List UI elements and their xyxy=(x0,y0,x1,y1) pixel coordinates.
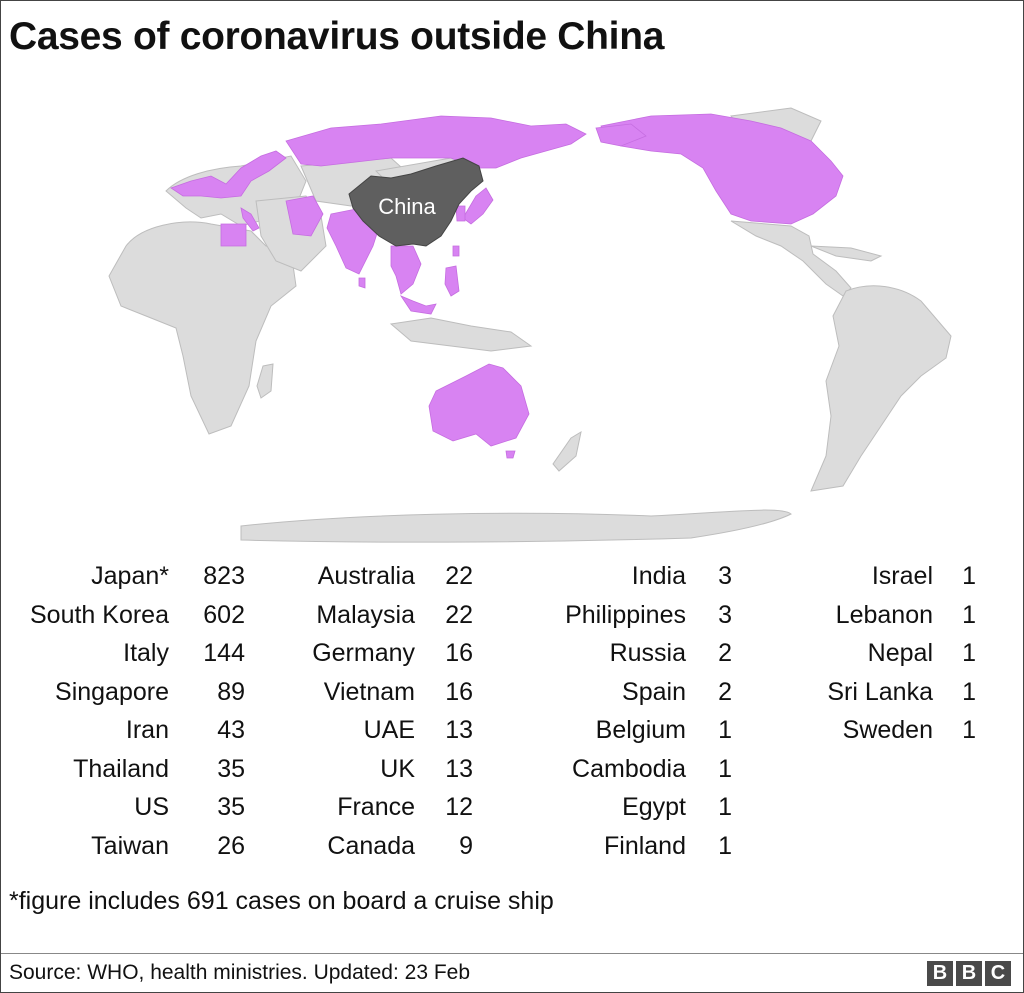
country-name: Japan* xyxy=(91,562,169,590)
caribbean xyxy=(810,245,883,262)
case-count: 2 xyxy=(718,677,732,706)
china-label: China xyxy=(378,194,436,219)
country-name: Italy xyxy=(123,639,169,667)
country-name: Vietnam xyxy=(323,677,415,706)
country-name: Sri Lanka xyxy=(827,677,933,706)
case-count: 43 xyxy=(217,716,245,744)
case-count: 1 xyxy=(718,831,732,860)
country-name: Nepal xyxy=(867,639,933,667)
iran-affected xyxy=(285,195,324,237)
country-name: Philippines xyxy=(565,600,686,629)
country-name: Belgium xyxy=(595,716,686,744)
country-name: Germany xyxy=(312,639,415,667)
case-count: 3 xyxy=(718,562,732,590)
se-asia-affected xyxy=(390,245,422,295)
malaysia-affected xyxy=(399,295,437,315)
country-name: India xyxy=(631,562,686,590)
case-count: 1 xyxy=(718,754,732,783)
mexico xyxy=(730,220,852,297)
bbc-logo-letter: B xyxy=(927,961,953,986)
case-count: 12 xyxy=(445,793,473,821)
country-name: South Korea xyxy=(30,600,169,629)
country-name: US xyxy=(134,793,169,821)
new-zealand xyxy=(552,430,582,472)
case-count: 2 xyxy=(718,639,732,667)
south-america xyxy=(810,285,952,492)
country-name: Spain xyxy=(622,677,686,706)
country-name: Taiwan xyxy=(91,831,169,860)
madagascar xyxy=(256,363,274,399)
italy-affected xyxy=(240,207,260,232)
europe-affected xyxy=(170,150,287,199)
country-name: Iran xyxy=(125,716,169,744)
country-name: Australia xyxy=(317,562,415,590)
country-name: Sweden xyxy=(842,716,933,744)
country-name: Finland xyxy=(604,831,686,860)
egypt-affected xyxy=(220,223,247,247)
south-korea-affected xyxy=(455,205,466,222)
africa xyxy=(108,221,297,435)
case-count: 144 xyxy=(203,639,245,667)
case-count: 1 xyxy=(962,562,976,590)
world-map: China xyxy=(108,107,952,543)
country-name: Russia xyxy=(609,639,686,667)
country-name: Malaysia xyxy=(316,600,415,629)
canada-us-affected xyxy=(600,113,844,225)
footer-divider xyxy=(1,953,1023,954)
chart-title: Cases of coronavirus outside China xyxy=(9,15,665,58)
bbc-logo-letter: B xyxy=(956,961,982,986)
case-count: 1 xyxy=(962,716,976,744)
case-count: 1 xyxy=(962,639,976,667)
china-region xyxy=(348,157,484,247)
case-count: 3 xyxy=(718,600,732,629)
country-name: France xyxy=(337,793,415,821)
country-name: Egypt xyxy=(622,793,686,821)
tasmania-affected xyxy=(505,450,516,459)
case-count: 22 xyxy=(445,562,473,590)
country-name: Canada xyxy=(327,831,415,860)
case-count: 1 xyxy=(962,600,976,629)
case-count: 16 xyxy=(445,677,473,706)
russia-affected xyxy=(285,115,587,169)
alaska-affected xyxy=(595,123,647,147)
country-name: Israel xyxy=(871,562,933,590)
sri-lanka-affected xyxy=(358,277,366,289)
footnote: *figure includes 691 cases on board a cr… xyxy=(9,887,554,915)
case-count: 823 xyxy=(203,562,245,590)
bbc-logo: B B C xyxy=(927,961,1011,986)
case-count: 1 xyxy=(962,677,976,706)
country-name: Cambodia xyxy=(572,754,686,783)
case-count: 1 xyxy=(718,716,732,744)
australia-affected xyxy=(428,363,530,447)
case-count: 89 xyxy=(217,677,245,706)
country-name: UAE xyxy=(363,716,415,744)
case-count: 35 xyxy=(217,793,245,821)
source-note: Source: WHO, health ministries. Updated:… xyxy=(9,961,471,984)
country-name: Thailand xyxy=(73,754,169,783)
case-count: 13 xyxy=(445,716,473,744)
case-count: 26 xyxy=(217,831,245,860)
taiwan-affected xyxy=(452,245,460,257)
indonesia xyxy=(389,317,533,352)
country-name: UK xyxy=(380,754,415,783)
case-count: 35 xyxy=(217,754,245,783)
case-count: 1 xyxy=(718,793,732,821)
case-count: 13 xyxy=(445,754,473,783)
case-count: 22 xyxy=(445,600,473,629)
country-name: Lebanon xyxy=(835,600,933,629)
philippines-affected xyxy=(444,265,460,297)
case-count: 602 xyxy=(203,600,245,629)
antarctica xyxy=(240,509,792,543)
case-count: 16 xyxy=(445,639,473,667)
country-name: Singapore xyxy=(55,677,169,706)
case-count: 9 xyxy=(459,831,473,860)
bbc-logo-letter: C xyxy=(985,961,1011,986)
